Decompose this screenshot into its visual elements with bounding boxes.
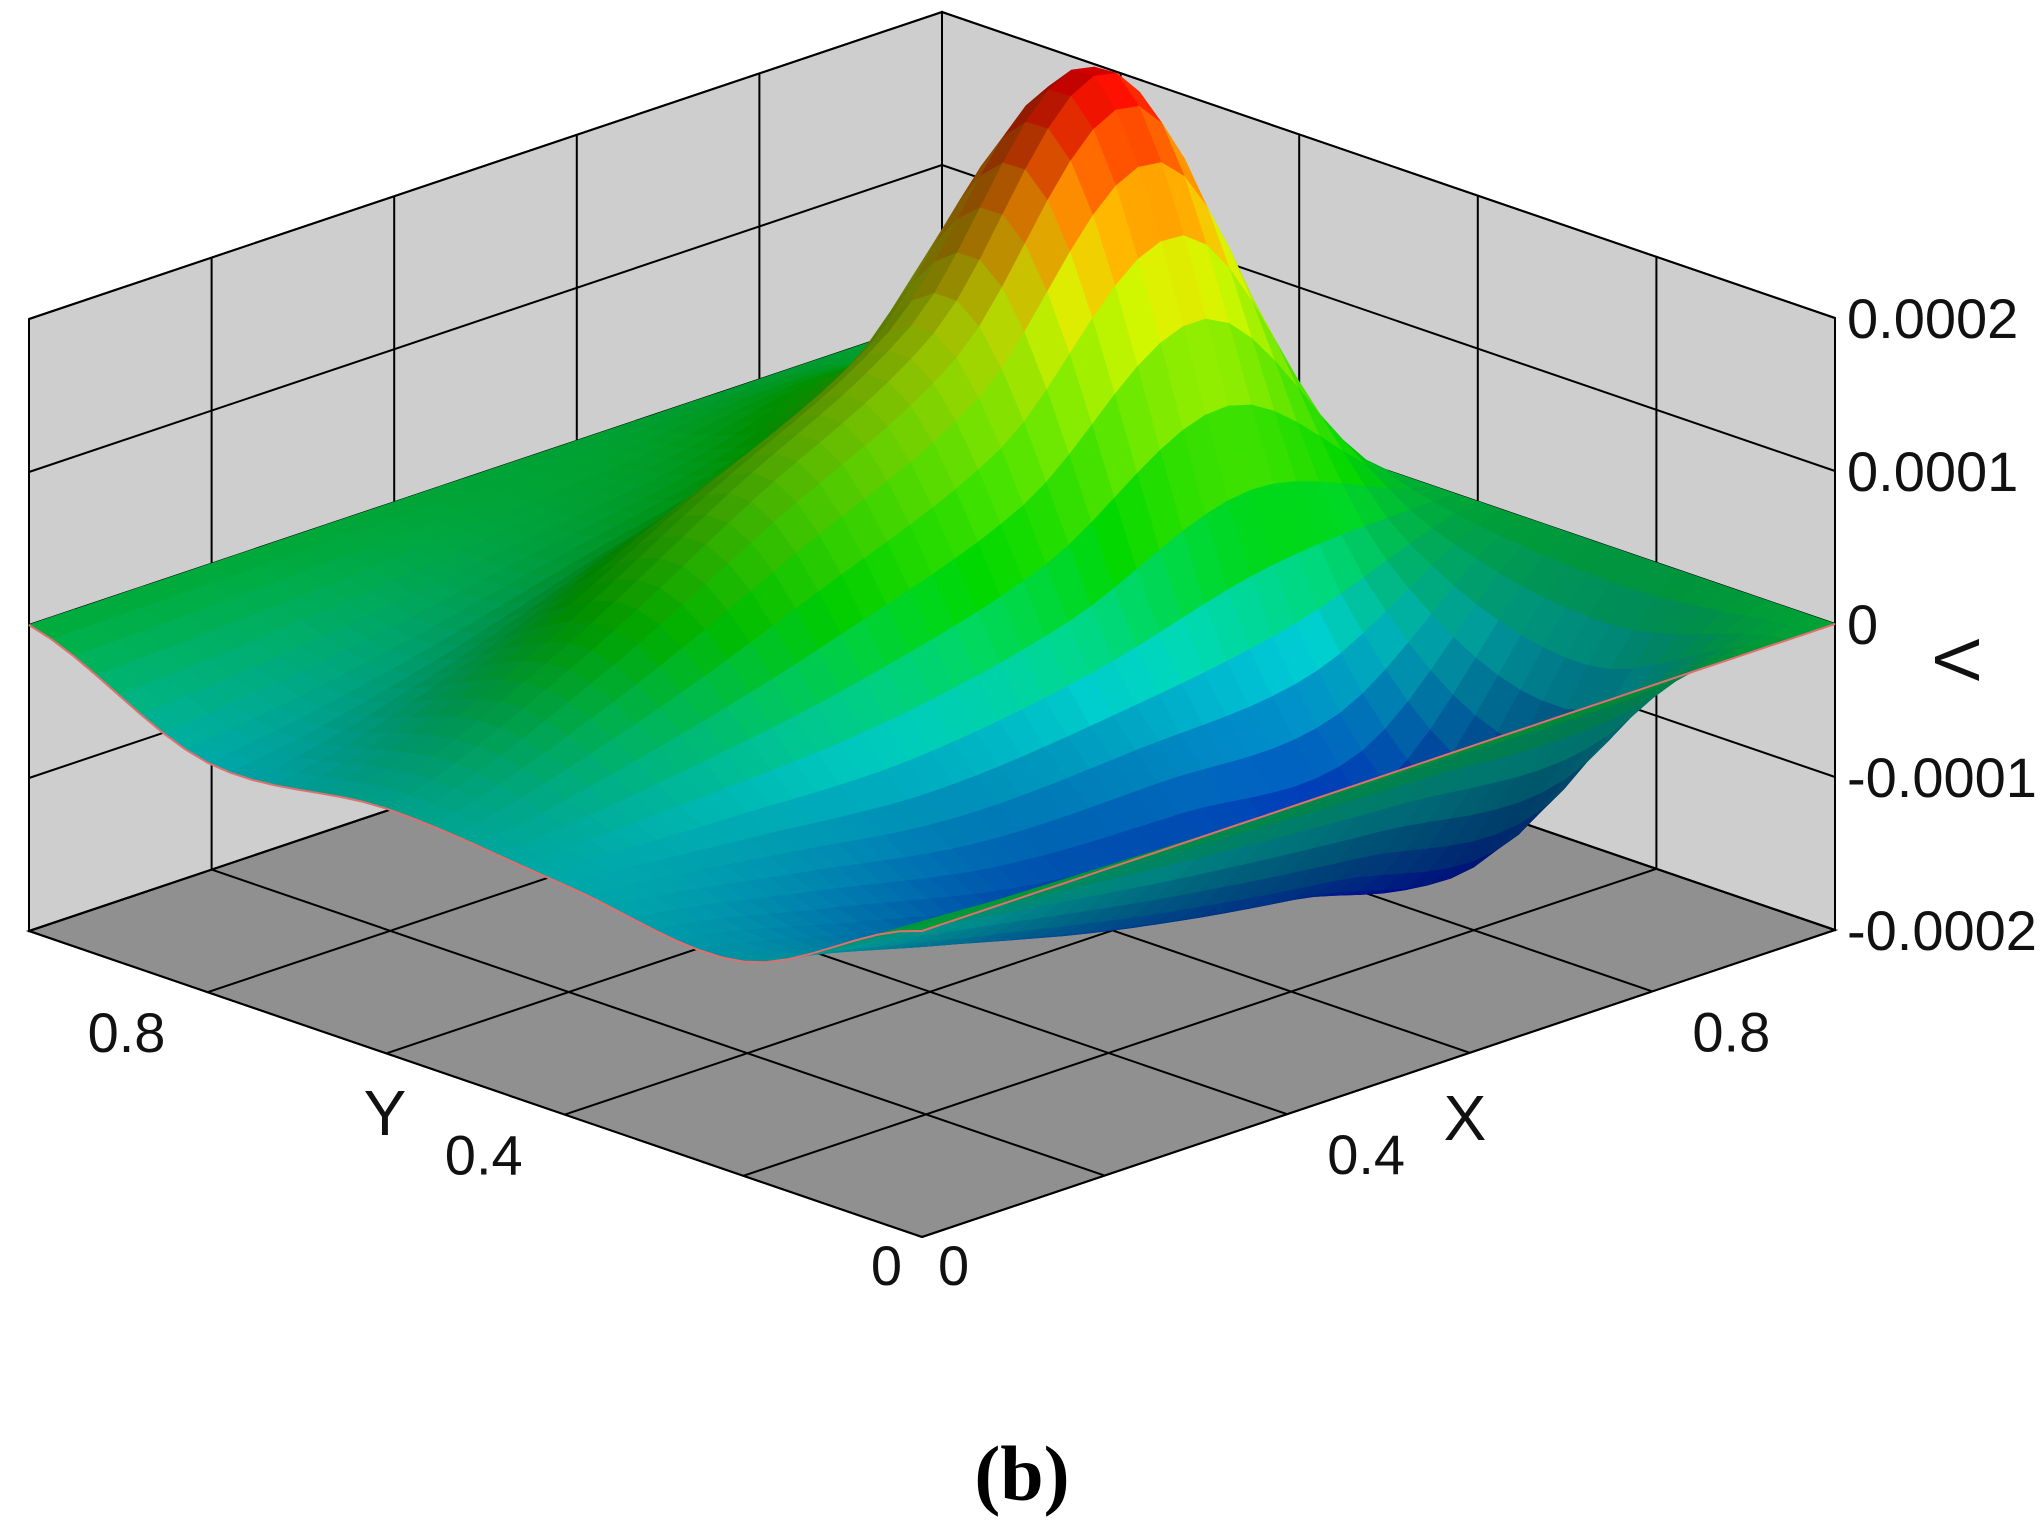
z-tick-label: -0.0001 xyxy=(1847,746,2037,809)
tick-labels: -0.0002 -0.0001 0 0.0001 0.0002 0 0.4 0.8 0 0.4 0.… xyxy=(88,287,2037,1297)
x-tick-label: 0 xyxy=(938,1234,969,1297)
y-tick-label: 0.8 xyxy=(88,1001,166,1064)
z-tick-label: 0.0002 xyxy=(1847,287,2018,350)
floor-gridline xyxy=(211,868,1105,1177)
y-tick-label: 0.4 xyxy=(445,1124,523,1187)
wall-gridline xyxy=(28,11,943,320)
x-axis-label: X xyxy=(1444,1082,1487,1154)
wall-gridline xyxy=(941,11,1836,319)
z-tick-label: -0.0002 xyxy=(1847,899,2037,962)
x-tick-label: 0.4 xyxy=(1327,1123,1405,1186)
z-tick-label: 0.0001 xyxy=(1847,440,2018,503)
y-axis-label: Y xyxy=(364,1077,407,1149)
wall-gridline xyxy=(28,164,943,473)
floor-gridline xyxy=(921,929,1836,1238)
surface-edge-front xyxy=(921,623,1836,932)
z-axis-label: V xyxy=(1921,639,1993,682)
surface xyxy=(27,66,1837,964)
floor-gridline xyxy=(28,930,923,1238)
y-tick-label: 0 xyxy=(871,1234,902,1297)
panel-label: (b) xyxy=(974,1430,1069,1517)
z-tick-label: 0 xyxy=(1847,593,1878,656)
floor-gridline xyxy=(743,867,1657,1177)
surface-edge-left xyxy=(28,624,923,964)
x-tick-label: 0.8 xyxy=(1692,1000,1770,1063)
